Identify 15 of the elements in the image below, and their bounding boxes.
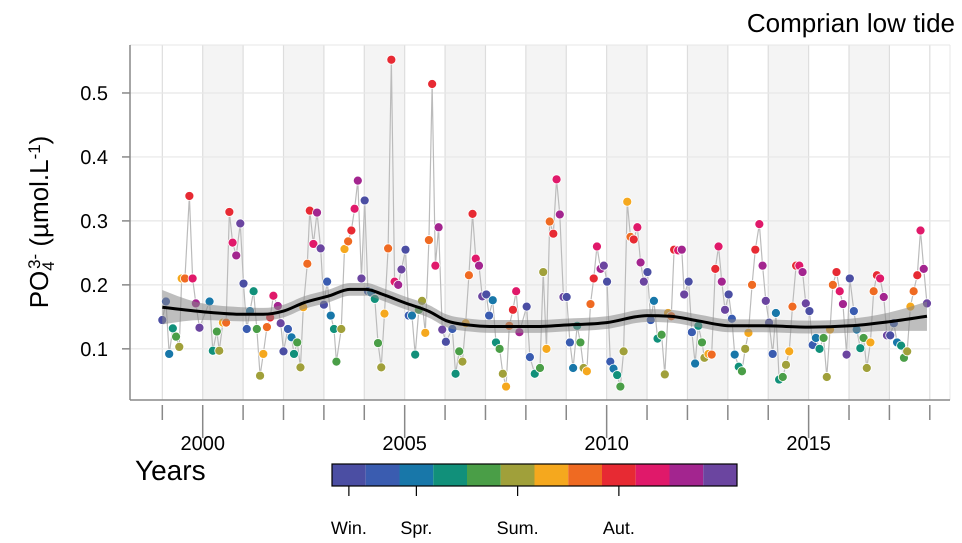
y-tick-label: 0.3 bbox=[80, 210, 108, 233]
y-tick-label: 0.2 bbox=[80, 274, 108, 297]
x-tick-label: 2005 bbox=[382, 433, 427, 455]
color-bar-label: Spr. bbox=[400, 518, 432, 538]
chart-title: Comprian low tide bbox=[746, 8, 955, 38]
x-tick-label: 2000 bbox=[180, 433, 225, 455]
color-bar-label: Win. bbox=[330, 518, 367, 538]
y-tick-label: 0.1 bbox=[80, 338, 108, 361]
y-tick-label: 0.5 bbox=[80, 82, 108, 105]
x-tick-label: 2010 bbox=[584, 433, 629, 455]
color-bar-label: Sum. bbox=[496, 518, 539, 538]
y-tick-label: 0.4 bbox=[80, 146, 108, 169]
x-tick-label: 2015 bbox=[786, 433, 831, 455]
color-bar-label: Aut. bbox=[602, 518, 635, 538]
x-axis-title: Years bbox=[135, 455, 206, 486]
